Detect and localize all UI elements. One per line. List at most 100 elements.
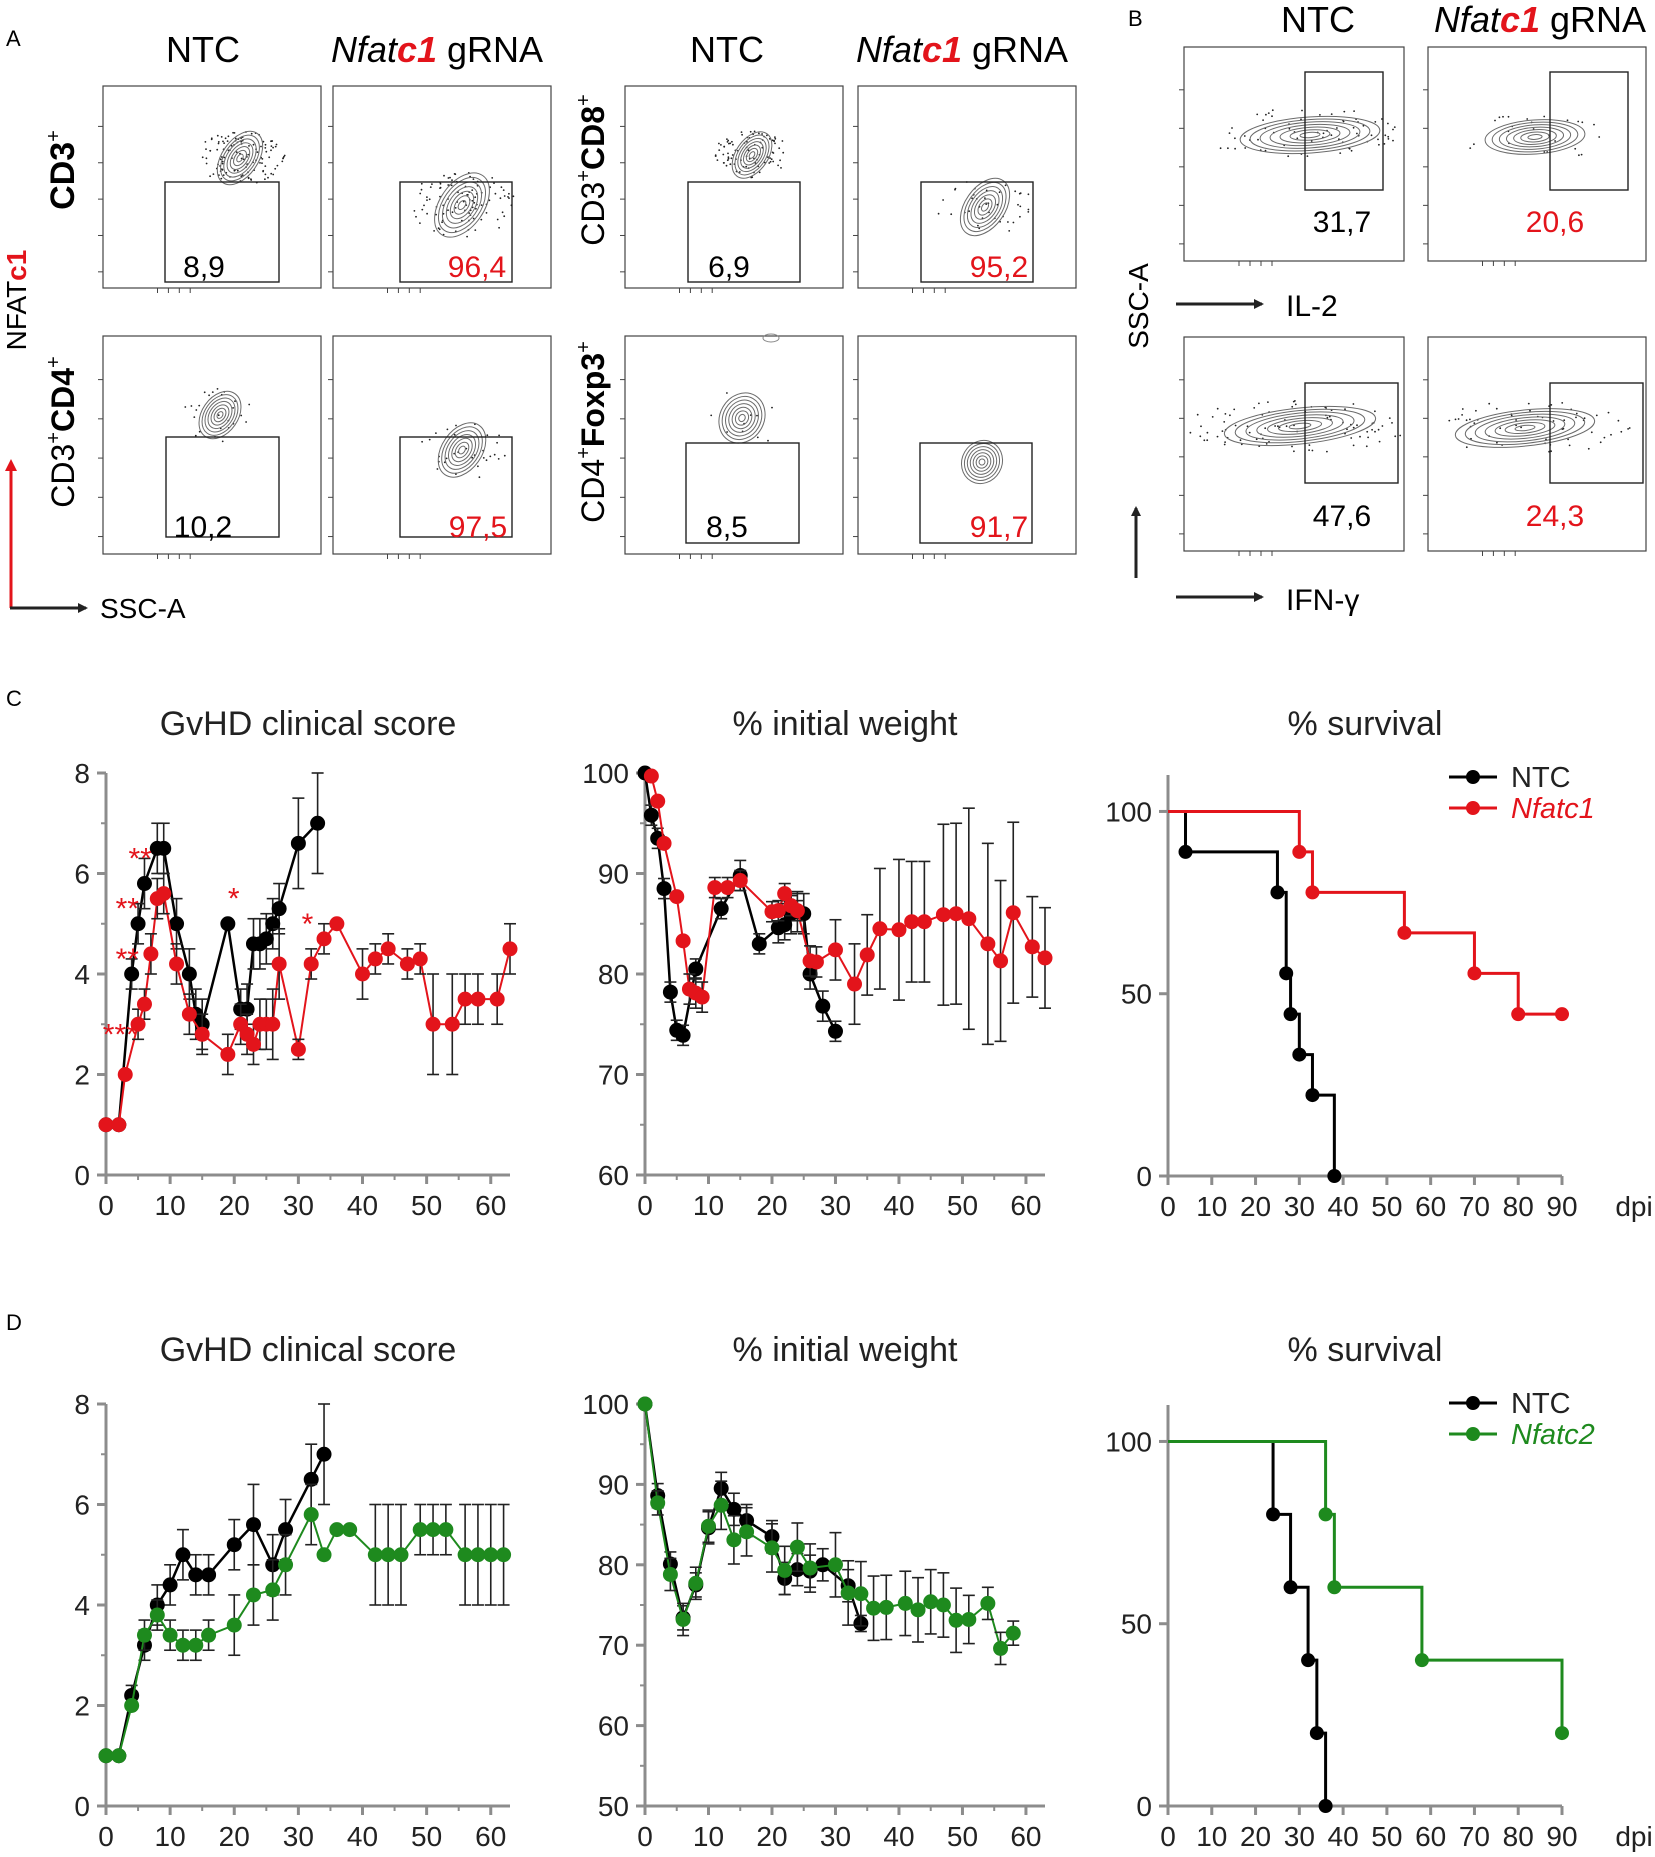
survival-curve-nfatc1 xyxy=(1168,809,1562,1016)
data-point xyxy=(220,916,236,932)
survival-marker xyxy=(1292,844,1307,859)
y-tick-label: 0 xyxy=(1136,1791,1152,1822)
b-plot-il2-grna-event-dot xyxy=(1526,118,1529,120)
a-plot-cd8-ntc-event-dot xyxy=(768,162,771,164)
chart-d_weight: % initial weight 0 10 20 30 40 50 60 50 60 70 80 90 1… xyxy=(582,1331,1045,1852)
a-plot-cd8-ntc-event-dot xyxy=(772,152,775,154)
b-plot-ifng-grna-event-dot xyxy=(1457,418,1460,420)
data-point xyxy=(457,991,473,1007)
a-plot-cd3-grna-event-dot xyxy=(451,211,454,214)
a-plot-cd3-ntc xyxy=(98,85,322,293)
x-tick-label: 50 xyxy=(411,1190,442,1221)
data-point xyxy=(489,991,505,1007)
b-plot-ifng-grna-event-dot xyxy=(1599,441,1602,444)
survival-marker xyxy=(1467,966,1482,981)
b-plot-il2-ntc-event-dot xyxy=(1234,137,1236,140)
data-point xyxy=(751,936,767,952)
a-plot-cd4-ntc-event-dot xyxy=(208,394,211,397)
b-plot-ifng-ntc-event-dot xyxy=(1274,425,1276,427)
a-plot-cd8-ntc-event-dot xyxy=(718,142,720,145)
series-nfatc1 xyxy=(98,872,518,1133)
x-tick-label: 40 xyxy=(883,1190,914,1221)
data-point xyxy=(290,835,306,851)
a-plot-cd3-ntc-event-dot xyxy=(262,169,265,172)
b-plot-ifng-grna-event-dot xyxy=(1495,407,1498,410)
b-plot-il2-ntc-event-dot xyxy=(1257,138,1259,141)
data-point xyxy=(98,1117,114,1133)
a-plot-cd8-ntc-event-dot xyxy=(728,142,730,145)
b-plot-il2-grna-event-dot xyxy=(1543,151,1546,153)
survival-marker xyxy=(1397,925,1412,940)
b-plot-ifng-grna-event-dot xyxy=(1475,409,1477,412)
a-plot-cd8-grna-event-dot xyxy=(998,191,1001,194)
a-plot-cd3-grna-event-dot xyxy=(429,186,432,189)
data-point xyxy=(265,1582,281,1598)
a-plot-cd3-grna xyxy=(328,85,552,293)
a-plot-cd3-ntc-event-dot xyxy=(259,162,261,164)
data-point xyxy=(111,1117,127,1133)
x-tick-label: 30 xyxy=(820,1821,851,1852)
b-plot-ifng-ntc-event-dot xyxy=(1223,443,1226,446)
a-plot-cd8-grna-event-dot xyxy=(996,203,999,206)
survival-curve-ntc xyxy=(1168,1439,1328,1806)
a-plot-cd4-grna-event-dot xyxy=(498,434,500,437)
a-plot-cd8-ntc-event-dot xyxy=(725,164,728,167)
b-plot-ifng-ntc-event-dot xyxy=(1365,445,1368,448)
data-point xyxy=(290,1041,306,1057)
x-tick-label: 90 xyxy=(1546,1821,1577,1852)
x-tick-label: 10 xyxy=(1196,1191,1227,1222)
b-plot-ifng-ntc-event-dot xyxy=(1352,403,1355,405)
a-plot-cd8-grna-event-dot xyxy=(1027,208,1030,211)
a-plot-cd8-ntc-event-dot xyxy=(716,159,719,162)
a-plot-cd3-ntc-event-dot xyxy=(221,160,224,163)
b-plot-ifng-grna-event-dot xyxy=(1465,419,1468,422)
b-plot-il2-ntc-event-dot xyxy=(1387,135,1390,138)
series-nfatc2 xyxy=(1168,1439,1569,1741)
survival-marker xyxy=(1305,885,1320,900)
a-plot-cd3-grna-event-dot xyxy=(437,227,440,230)
data-point xyxy=(726,1501,742,1517)
a-plot-foxp3-grna-contour xyxy=(972,452,992,472)
a-plot-cd3-ntc-event-dot xyxy=(220,156,223,158)
a-plot-foxp3-ntc-contour xyxy=(734,410,750,426)
significance-mark: ** xyxy=(116,943,140,976)
b-plot-ifng-ntc-event-dot xyxy=(1352,426,1355,429)
a-plot-cd3-grna-event-dot xyxy=(447,177,450,179)
series-line-nfatc2 xyxy=(644,1403,1015,1651)
a-plot-cd4-ntc-event-dot xyxy=(211,391,214,393)
a-plot-cd8-ntc-event-dot xyxy=(727,157,730,160)
b-plot-il2-grna-event-dot xyxy=(1580,153,1583,156)
a-plot-cd3-ntc-event-dot xyxy=(270,172,273,175)
b-plot-ifng-grna-contour xyxy=(1504,422,1546,434)
b-plot-ifng-ntc-event-dot xyxy=(1285,425,1288,428)
data-point xyxy=(245,1587,261,1603)
a-plot-cd4-grna-event-dot xyxy=(486,434,489,437)
panel-a-letter: A xyxy=(6,26,21,51)
legend-marker xyxy=(1466,1396,1480,1410)
b-plot-il2-ntc-event-dot xyxy=(1319,114,1321,116)
b-plot-ifng-grna-event-dot xyxy=(1515,419,1517,421)
a-plot-cd8-ntc-event-dot xyxy=(773,140,775,143)
b-plot-ifng-grna-event-dot xyxy=(1603,436,1606,439)
x-tick-label: 10 xyxy=(693,1821,724,1852)
a-plot-cd3-grna-contour xyxy=(437,176,487,234)
y-tick-label: 2 xyxy=(74,1691,90,1722)
a-plot-cd8-ntc-event-dot xyxy=(774,137,777,140)
a-plot-cd3-ntc-event-dot xyxy=(232,131,235,134)
b-plot-ifng-grna-event-dot xyxy=(1465,446,1468,449)
y-tick-label: 100 xyxy=(1105,1426,1152,1457)
a-plot-cd3-grna-event-dot xyxy=(453,173,456,175)
b-plot-ifng-ntc-event-dot xyxy=(1206,431,1209,434)
a-plot-cd3-grna-event-dot xyxy=(439,187,441,190)
a-row-label-cd4foxp3: CD4+Foxp3+ xyxy=(573,341,611,523)
b-plot-ifng-ntc-event-dot xyxy=(1328,415,1331,418)
a-plot-cd3-ntc-event-dot xyxy=(250,132,253,135)
data-point xyxy=(136,1627,152,1643)
a-plot-cd3-ntc-event-dot xyxy=(222,174,225,177)
x-tick-label: 60 xyxy=(1415,1191,1446,1222)
a-plot-cd3-ntc-event-dot xyxy=(281,160,284,163)
b-plot-ifng-ntc-event-dot xyxy=(1367,436,1369,439)
survival-marker xyxy=(1555,1726,1569,1741)
a-plot-cd8-ntc-event-dot xyxy=(727,139,730,142)
a-plot-cd4-ntc-event-dot xyxy=(217,414,220,417)
